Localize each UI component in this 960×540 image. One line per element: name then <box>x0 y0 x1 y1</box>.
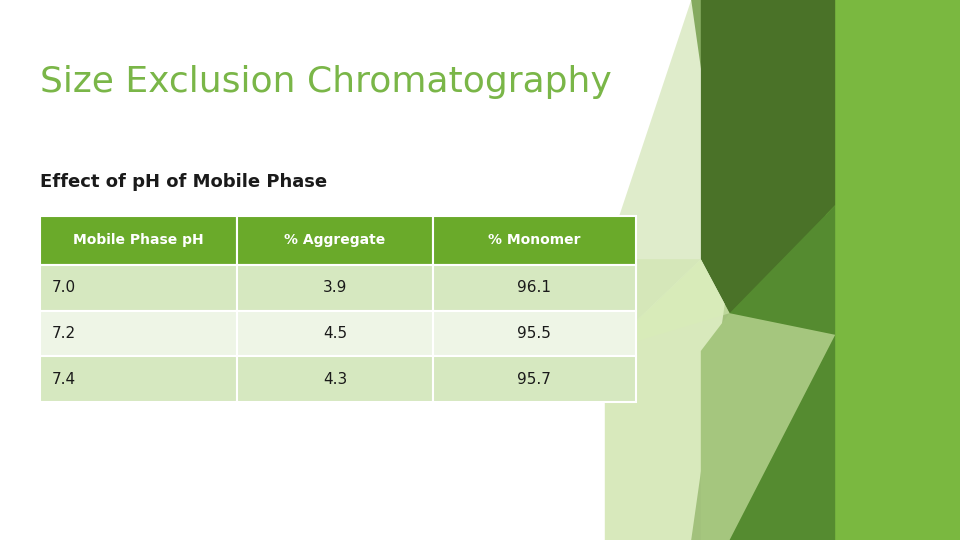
Text: Mobile Phase pH: Mobile Phase pH <box>73 233 204 247</box>
Text: % Monomer: % Monomer <box>488 233 581 247</box>
Text: 3.9: 3.9 <box>323 280 348 295</box>
Text: % Aggregate: % Aggregate <box>284 233 386 247</box>
Text: 7.2: 7.2 <box>52 326 76 341</box>
Text: 96.1: 96.1 <box>517 280 551 295</box>
Text: 95.5: 95.5 <box>517 326 551 341</box>
Text: 4.3: 4.3 <box>323 372 348 387</box>
Text: 95.7: 95.7 <box>517 372 551 387</box>
Text: Effect of pH of Mobile Phase: Effect of pH of Mobile Phase <box>40 173 327 191</box>
Text: Size Exclusion Chromatography: Size Exclusion Chromatography <box>40 65 612 99</box>
Text: 7.0: 7.0 <box>52 280 76 295</box>
Text: 7.4: 7.4 <box>52 372 76 387</box>
Text: 4.5: 4.5 <box>323 326 347 341</box>
